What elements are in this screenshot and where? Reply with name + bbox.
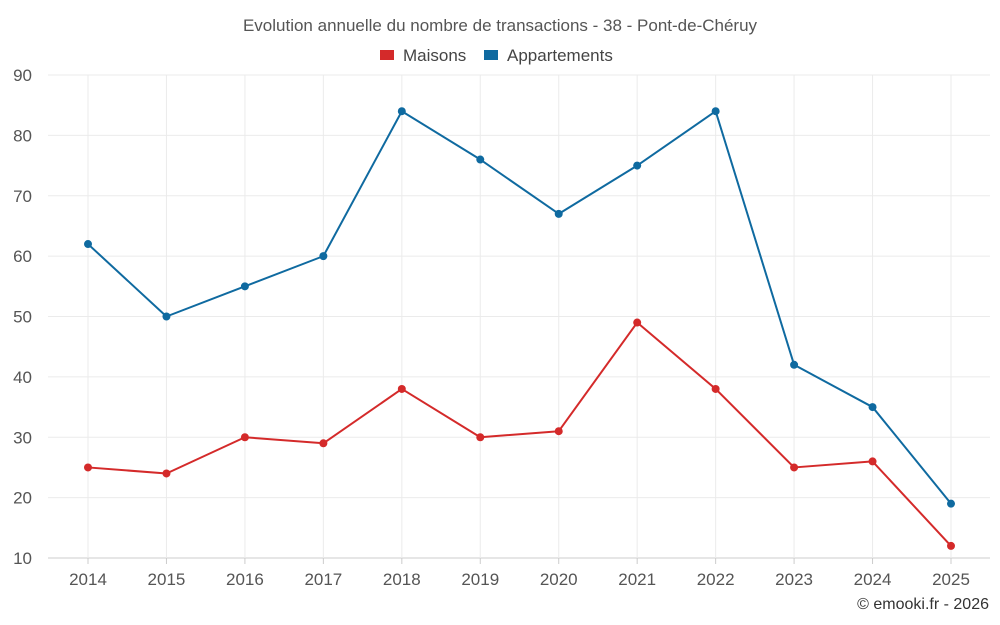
x-tick-label: 2024	[854, 570, 892, 589]
data-point-maisons[interactable]	[162, 469, 171, 478]
x-tick-label: 2019	[461, 570, 499, 589]
x-tick-label: 2023	[775, 570, 813, 589]
data-point-appartements[interactable]	[947, 499, 955, 508]
data-point-appartements[interactable]	[554, 209, 563, 218]
x-tick-label: 2017	[304, 570, 342, 589]
y-tick-label: 50	[13, 308, 32, 327]
y-tick-label: 10	[13, 549, 32, 568]
y-tick-label: 30	[13, 428, 32, 447]
data-point-maisons[interactable]	[947, 541, 955, 550]
data-point-appartements[interactable]	[162, 312, 171, 321]
y-tick-label: 90	[13, 66, 32, 85]
data-point-maisons[interactable]	[554, 427, 563, 436]
x-tick-label: 2018	[383, 570, 421, 589]
legend-swatch-appartements	[484, 50, 498, 60]
series-line-appartements	[87, 110, 952, 505]
data-point-maisons[interactable]	[711, 384, 720, 393]
data-point-maisons[interactable]	[240, 433, 249, 442]
y-tick-label: 80	[13, 126, 32, 145]
legend-item-appartements[interactable]: Appartements	[484, 46, 613, 65]
data-point-appartements[interactable]	[711, 107, 720, 116]
grid	[48, 74, 990, 559]
chart-title: Evolution annuelle du nombre de transact…	[243, 16, 758, 35]
data-point-appartements[interactable]	[868, 403, 877, 412]
data-point-maisons[interactable]	[633, 318, 642, 327]
y-tick-label: 40	[13, 368, 32, 387]
data-point-maisons[interactable]	[476, 433, 485, 442]
credit-text: © emooki.fr - 2026	[857, 596, 989, 613]
data-point-maisons[interactable]	[868, 457, 877, 466]
x-tick-label: 2016	[226, 570, 264, 589]
x-axis: 2014 2015 2016 2017 2018 2019 2020 2021 2022 2023…	[69, 558, 970, 589]
series-group	[84, 107, 955, 550]
legend-label-appartements: Appartements	[507, 46, 613, 65]
data-point-appartements[interactable]	[633, 161, 642, 170]
data-point-appartements[interactable]	[397, 107, 406, 116]
legend-label-maisons: Maisons	[403, 46, 466, 65]
data-point-maisons[interactable]	[319, 439, 328, 448]
y-tick-label: 60	[13, 247, 32, 266]
x-tick-label: 2021	[618, 570, 656, 589]
legend: Maisons Appartements	[380, 46, 613, 65]
data-point-maisons[interactable]	[397, 384, 406, 393]
legend-item-maisons[interactable]: Maisons	[380, 46, 466, 65]
x-tick-label: 2025	[932, 570, 970, 589]
y-tick-label: 70	[13, 187, 32, 206]
data-point-maisons[interactable]	[790, 463, 799, 472]
data-point-appartements[interactable]	[240, 282, 249, 291]
series-line-maisons	[87, 321, 952, 547]
x-tick-label: 2014	[69, 570, 107, 589]
x-tick-label: 2020	[540, 570, 578, 589]
data-point-appartements[interactable]	[319, 252, 328, 261]
y-axis: 10 20 30 40 50 60 70 80 90	[13, 66, 32, 568]
legend-swatch-maisons	[380, 50, 394, 60]
x-tick-label: 2015	[148, 570, 186, 589]
data-point-appartements[interactable]	[790, 360, 799, 369]
data-point-appartements[interactable]	[84, 240, 92, 249]
x-tick-label: 2022	[697, 570, 735, 589]
data-point-appartements[interactable]	[476, 155, 485, 164]
y-tick-label: 20	[13, 489, 32, 508]
data-point-maisons[interactable]	[84, 463, 92, 472]
